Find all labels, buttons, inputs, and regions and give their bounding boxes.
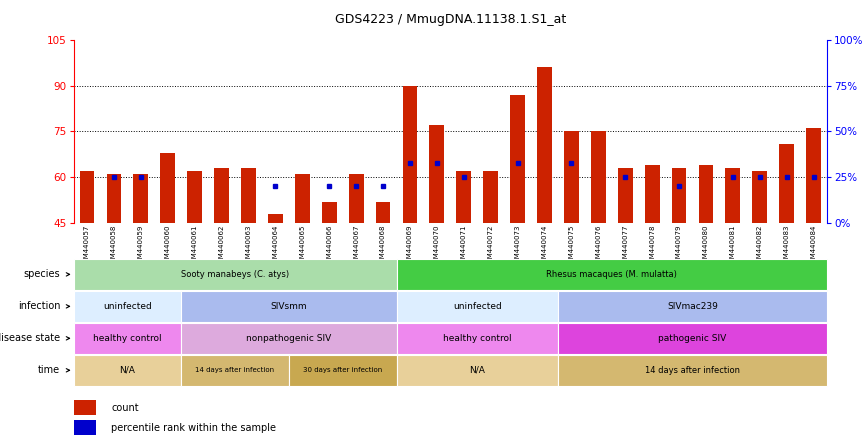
Bar (753, 171, 767, 223)
FancyBboxPatch shape (74, 323, 181, 354)
Bar (726, 168, 740, 223)
Text: 30 days after infection: 30 days after infection (303, 367, 382, 373)
Text: pathogenic SIV: pathogenic SIV (658, 334, 727, 343)
Text: N/A: N/A (469, 366, 485, 375)
FancyBboxPatch shape (397, 323, 558, 354)
Text: 14 days after infection: 14 days after infection (645, 366, 740, 375)
Text: percentile rank within the sample: percentile rank within the sample (111, 423, 276, 432)
Text: nonpathogenic SIV: nonpathogenic SIV (246, 334, 332, 343)
Bar (510, 95, 525, 223)
Text: species: species (23, 270, 60, 279)
Bar (80, 171, 94, 223)
FancyBboxPatch shape (74, 291, 181, 322)
Text: uninfected: uninfected (453, 302, 501, 311)
Text: Rhesus macaques (M. mulatta): Rhesus macaques (M. mulatta) (546, 270, 677, 279)
Bar (187, 171, 202, 223)
Bar (107, 174, 121, 223)
Bar (591, 131, 605, 223)
Bar (322, 202, 337, 223)
Bar (779, 143, 794, 223)
FancyBboxPatch shape (74, 259, 397, 290)
Bar (403, 86, 417, 223)
Text: SIVmac239: SIVmac239 (667, 302, 718, 311)
Bar (430, 125, 444, 223)
Text: healthy control: healthy control (94, 334, 162, 343)
FancyBboxPatch shape (181, 291, 397, 322)
FancyBboxPatch shape (181, 355, 289, 386)
Text: time: time (38, 365, 60, 375)
Bar (349, 174, 364, 223)
Bar (806, 128, 821, 223)
Text: count: count (111, 403, 139, 412)
Text: healthy control: healthy control (443, 334, 512, 343)
FancyBboxPatch shape (397, 355, 558, 386)
Text: N/A: N/A (120, 366, 135, 375)
FancyBboxPatch shape (181, 323, 397, 354)
Bar (268, 214, 283, 223)
Bar (537, 67, 552, 223)
Bar (644, 165, 660, 223)
FancyBboxPatch shape (289, 355, 397, 386)
FancyBboxPatch shape (558, 323, 827, 354)
Bar (214, 168, 229, 223)
FancyBboxPatch shape (558, 355, 827, 386)
Text: Sooty manabeys (C. atys): Sooty manabeys (C. atys) (181, 270, 289, 279)
Bar (617, 168, 633, 223)
Text: disease state: disease state (0, 333, 60, 343)
Bar (456, 171, 471, 223)
Bar (241, 168, 256, 223)
Bar (160, 153, 175, 223)
Text: infection: infection (17, 301, 60, 311)
Bar (699, 165, 714, 223)
Text: GDS4223 / MmugDNA.11138.1.S1_at: GDS4223 / MmugDNA.11138.1.S1_at (334, 13, 566, 26)
Bar (564, 131, 578, 223)
FancyBboxPatch shape (397, 291, 558, 322)
Bar (74, 400, 96, 415)
Bar (376, 202, 391, 223)
FancyBboxPatch shape (74, 355, 181, 386)
Text: SIVsmm: SIVsmm (270, 302, 307, 311)
Bar (133, 174, 148, 223)
Bar (74, 420, 96, 435)
Text: uninfected: uninfected (103, 302, 152, 311)
Bar (483, 171, 498, 223)
Bar (672, 168, 687, 223)
FancyBboxPatch shape (558, 291, 827, 322)
Text: 14 days after infection: 14 days after infection (196, 367, 275, 373)
Bar (295, 174, 310, 223)
FancyBboxPatch shape (397, 259, 827, 290)
